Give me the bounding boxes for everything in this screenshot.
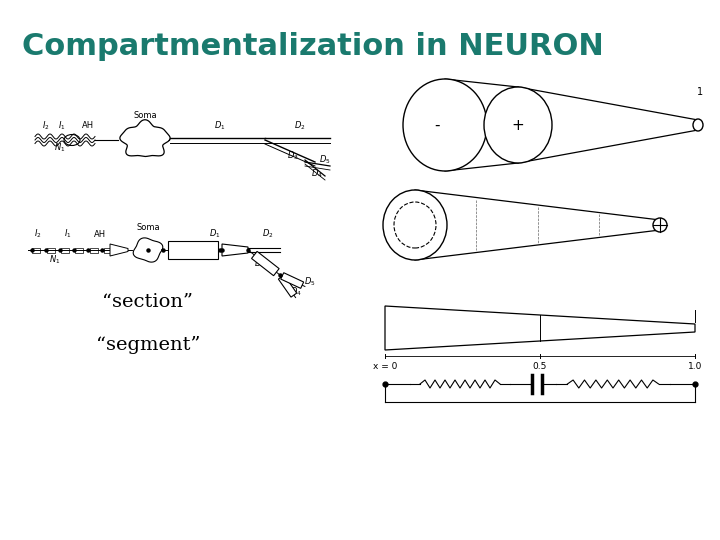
Ellipse shape [484, 87, 552, 163]
Text: 1.0: 1.0 [688, 362, 702, 371]
Text: x = 0: x = 0 [373, 362, 397, 371]
Text: $I_2$: $I_2$ [34, 228, 42, 240]
Bar [90, 247, 98, 253]
Polygon shape [385, 306, 695, 350]
Polygon shape [222, 244, 248, 256]
Text: $D_3$: $D_3$ [254, 257, 266, 269]
Text: $N_1$: $N_1$ [49, 253, 60, 266]
Text: AH: AH [94, 230, 106, 239]
Bar [104, 247, 112, 253]
Text: $I_1$: $I_1$ [64, 228, 72, 240]
Text: $D_2$: $D_2$ [262, 228, 274, 240]
Text: Soma: Soma [133, 111, 157, 120]
Text: $D_4$: $D_4$ [311, 167, 323, 179]
Polygon shape [279, 275, 297, 297]
Bar [75, 247, 83, 253]
Ellipse shape [383, 190, 447, 260]
Bar [32, 247, 40, 253]
Text: $D_1$: $D_1$ [210, 228, 221, 240]
Bar [47, 247, 55, 253]
Text: 0.5: 0.5 [533, 362, 547, 371]
Text: $D_5$: $D_5$ [304, 275, 315, 288]
Text: Soma: Soma [136, 223, 160, 232]
Ellipse shape [693, 119, 703, 131]
Polygon shape [281, 273, 304, 288]
Ellipse shape [64, 134, 80, 145]
Text: AH: AH [82, 121, 94, 130]
Ellipse shape [403, 79, 487, 171]
Text: “section”: “section” [102, 293, 194, 311]
Polygon shape [110, 244, 128, 256]
Text: +: + [512, 118, 524, 132]
Text: $D_3$: $D_3$ [287, 149, 299, 161]
Text: Compartmentalization in NEURON: Compartmentalization in NEURON [22, 32, 604, 61]
Text: $D_5$: $D_5$ [319, 153, 330, 165]
Polygon shape [133, 238, 163, 262]
Ellipse shape [653, 218, 667, 232]
Polygon shape [120, 120, 170, 157]
Bar [168, 241, 218, 259]
Polygon shape [251, 252, 279, 276]
Text: $D_2$: $D_2$ [294, 119, 306, 132]
Text: $D_4$: $D_4$ [289, 285, 302, 298]
Text: $I_2$: $I_2$ [42, 119, 50, 132]
Text: “segment”: “segment” [96, 336, 200, 354]
Bar [61, 247, 69, 253]
Text: 1: 1 [697, 87, 703, 97]
Text: -: - [434, 118, 440, 132]
Text: $I_1$: $I_1$ [58, 119, 66, 132]
Text: $N_1$: $N_1$ [54, 142, 66, 154]
Text: $D_1$: $D_1$ [215, 119, 226, 132]
